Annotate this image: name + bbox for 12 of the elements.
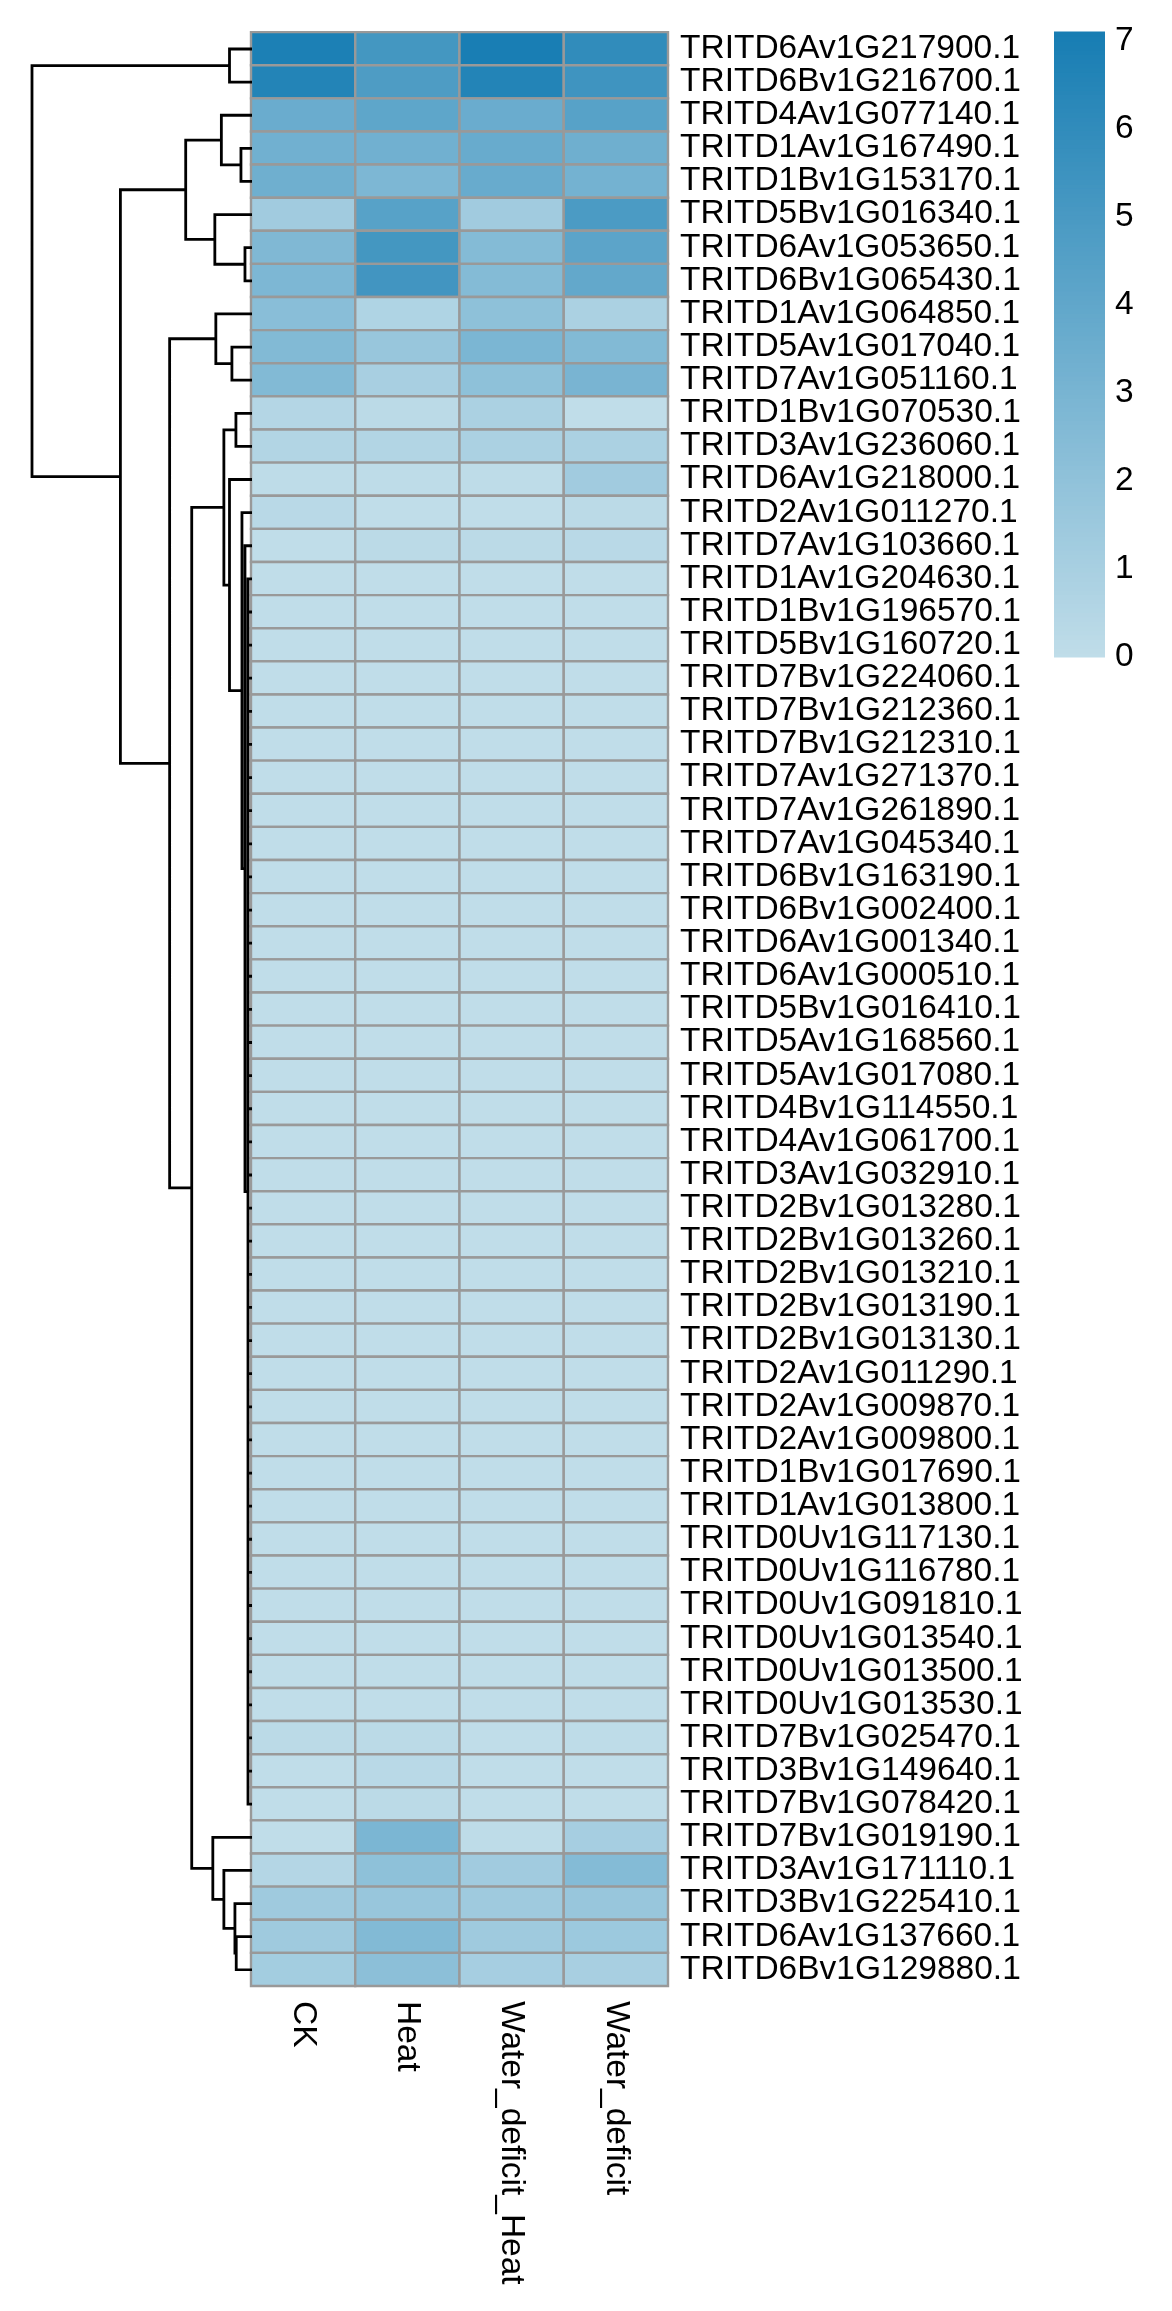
- color-bar-label: 5: [1115, 196, 1134, 234]
- color-bar-label: 2: [1115, 460, 1134, 498]
- color-bar-label: 0: [1115, 636, 1134, 674]
- x-tick-label: Water_deficit: [599, 2001, 637, 2196]
- x-tick-label: Heat: [391, 2001, 429, 2073]
- color-bar-label: 6: [1115, 108, 1134, 146]
- x-tick-label: Water_deficit_Heat: [495, 2001, 533, 2286]
- x-tick-label: CK: [286, 2001, 324, 2048]
- color-bar-label: 4: [1115, 284, 1134, 322]
- color-bar-label: 7: [1115, 20, 1134, 58]
- color-bar-label: 3: [1115, 372, 1134, 410]
- color-bar-label: 1: [1115, 548, 1134, 586]
